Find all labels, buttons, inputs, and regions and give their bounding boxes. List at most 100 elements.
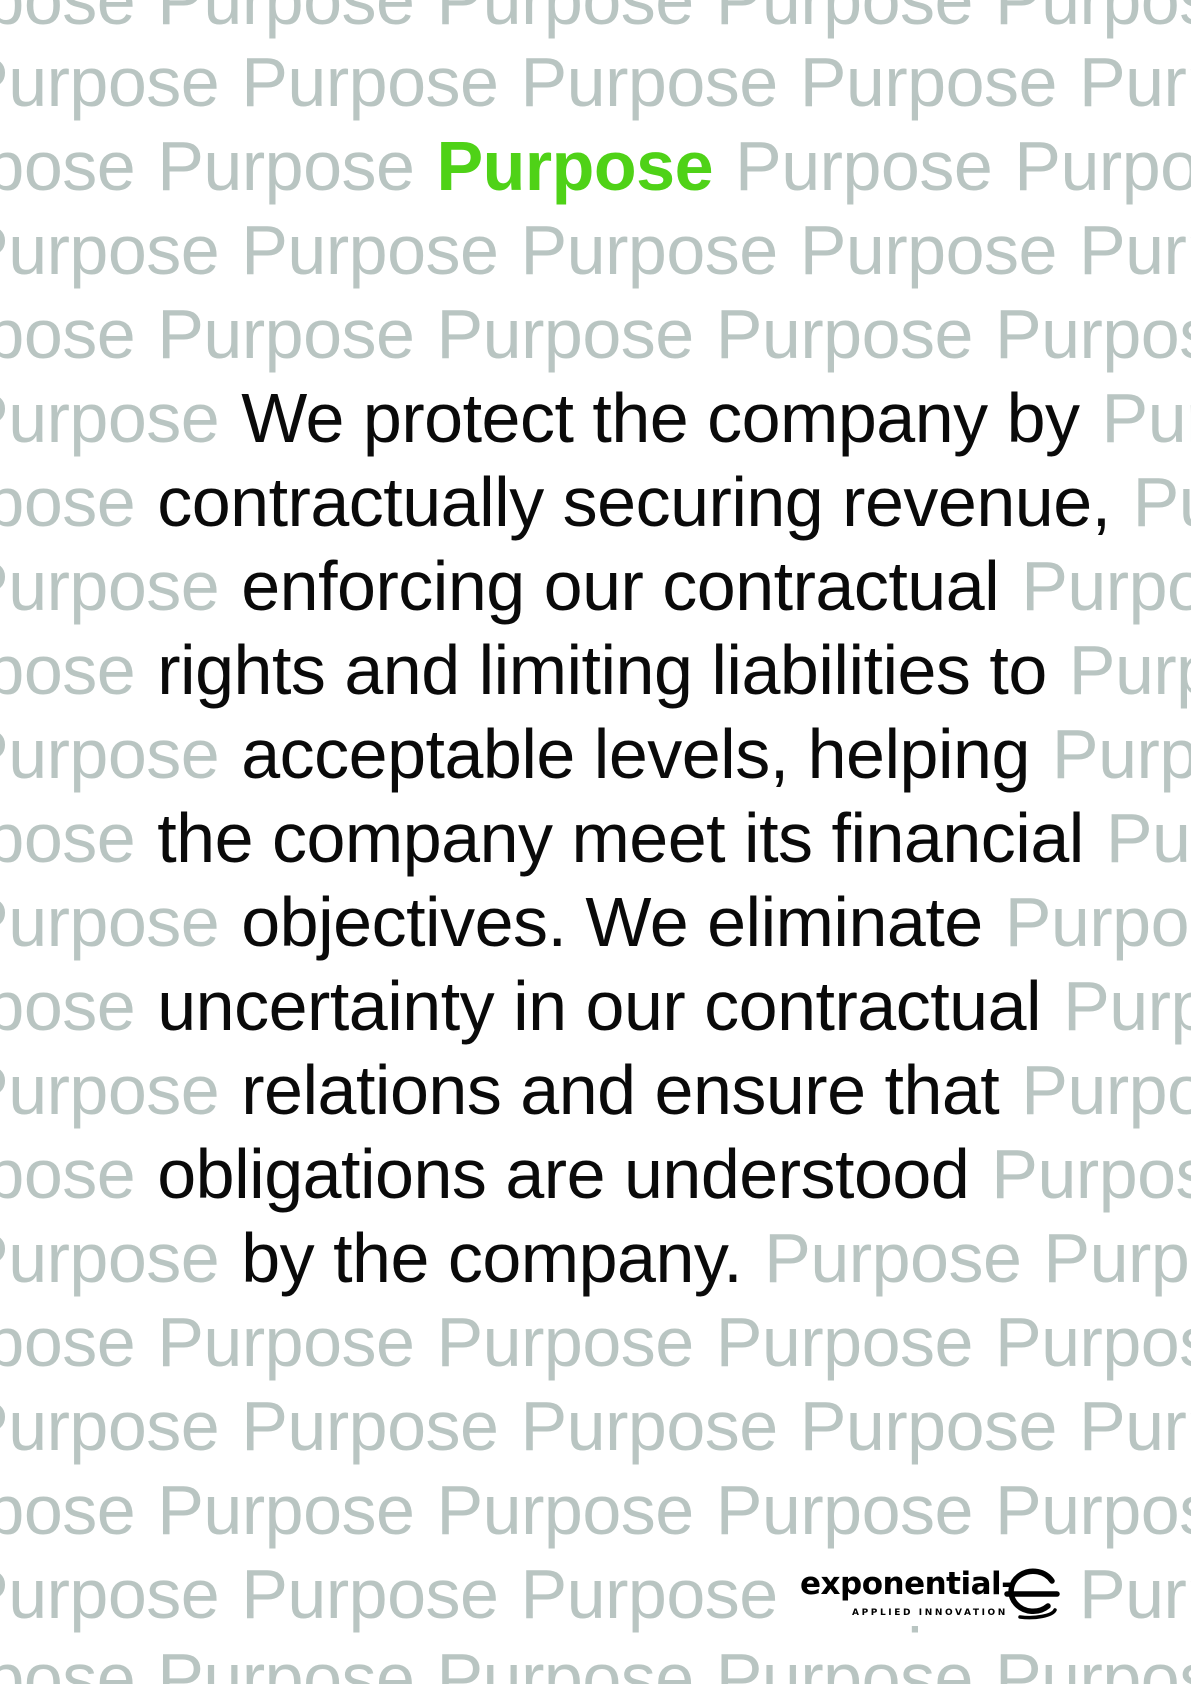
pattern-word: Purpose bbox=[1021, 1051, 1191, 1129]
pattern-word: Purpose bbox=[0, 1219, 220, 1297]
purpose-statement-line: objectives. We eliminate bbox=[241, 883, 983, 961]
pattern-word: Purpose bbox=[1078, 43, 1191, 121]
pattern-word: Purpose bbox=[0, 1387, 220, 1465]
pattern-word: Purpose bbox=[157, 1639, 415, 1684]
purpose-statement-line: rights and limiting liabilities to bbox=[157, 631, 1047, 709]
pattern-word: Purpose bbox=[0, 295, 136, 373]
pattern-word: Purpose bbox=[520, 1387, 778, 1465]
pattern-word: Purpose bbox=[157, 0, 415, 39]
pattern-word: Purpose bbox=[520, 211, 778, 289]
pattern-word: Purpose bbox=[0, 463, 136, 541]
pattern-word: Purpose bbox=[0, 127, 136, 205]
purpose-statement-line: the company meet its financial bbox=[157, 799, 1084, 877]
pattern-word: Purpose bbox=[994, 1303, 1191, 1381]
pattern-word: Purpose bbox=[1043, 1219, 1191, 1297]
pattern-word: Purpose bbox=[994, 1471, 1191, 1549]
pattern-row: Purpose acceptable levels, helping Purpose… bbox=[0, 712, 1191, 796]
pattern-word: Purpose bbox=[0, 0, 136, 39]
pattern-row: Purposerelations and ensure thatPurposeP… bbox=[0, 1048, 1191, 1132]
pattern-row: Purpose Purpose Purpose Purpose Purpose bbox=[0, 1636, 1191, 1684]
pattern-word: Purpose bbox=[0, 211, 220, 289]
pattern-row: Purpose Purpose Purpose Purpose Purpose bbox=[0, 292, 1191, 376]
purpose-heading: Purpose bbox=[436, 127, 714, 205]
pattern-word: Purpose bbox=[715, 0, 974, 39]
pattern-word: Purpose bbox=[520, 1555, 778, 1633]
pattern-word: Purpose bbox=[0, 967, 136, 1045]
pattern-row: Purpose contractually securing revenue, Pu… bbox=[0, 460, 1191, 544]
pattern-word: Purpose bbox=[1105, 799, 1191, 877]
pattern-row: Purposeobjectives. We eliminatePurposePu… bbox=[0, 880, 1191, 964]
pattern-word: Purpose bbox=[1132, 463, 1191, 541]
pattern-row: Purpose obligations are understood Purpose… bbox=[0, 1132, 1191, 1216]
pattern-word: Purpose bbox=[1051, 715, 1191, 793]
pattern-word: Purpose bbox=[1078, 211, 1191, 289]
pattern-word: Purpose bbox=[1004, 883, 1191, 961]
pattern-word: Purpose bbox=[436, 1303, 694, 1381]
pattern-word: Purpose bbox=[241, 1387, 499, 1465]
pattern-row: Purpose Purpose Purpose Purpose Purpose bbox=[0, 1468, 1191, 1552]
pattern-word: Purpose bbox=[436, 1471, 694, 1549]
pattern-word: Purpose bbox=[0, 379, 220, 457]
purpose-statement-line: contractually securing revenue, bbox=[157, 463, 1111, 541]
pattern-row: Purpose Purpose Purpose Purpose Purpose bbox=[0, 1300, 1191, 1384]
pattern-row: Purpose Purpose Purpose Purpose Purpose bbox=[0, 124, 1191, 208]
pattern-word: Purpose bbox=[994, 295, 1191, 373]
pattern-word: Purpose bbox=[436, 0, 694, 39]
pattern-word: Purpose bbox=[1014, 127, 1191, 205]
purpose-statement-line: We protect the company by bbox=[241, 379, 1080, 457]
pattern-word: Purpose bbox=[0, 1135, 136, 1213]
pattern-word: Purpose bbox=[0, 547, 220, 625]
pattern-word: Purpose bbox=[157, 1303, 415, 1381]
pattern-row: Purpose Purpose Purpose Purpose Purpose bbox=[0, 208, 1191, 292]
pattern-word: Purpose bbox=[799, 211, 1058, 289]
pattern-row: Purpose by the company. Purpose Purpose bbox=[0, 1216, 1191, 1300]
pattern-word: Purpose bbox=[715, 1471, 974, 1549]
pattern-word: Purpose bbox=[436, 1639, 694, 1684]
pattern-word: Purpose bbox=[0, 715, 220, 793]
pattern-word: Purpose bbox=[994, 1639, 1191, 1684]
purpose-statement-line: obligations are understood bbox=[157, 1135, 970, 1213]
pattern-word: Purpose bbox=[157, 295, 415, 373]
pattern-word: Purpose bbox=[157, 1471, 415, 1549]
pattern-word: Purpose bbox=[436, 295, 694, 373]
pattern-word: Purpose bbox=[1101, 379, 1191, 457]
pattern-word: Purpose bbox=[241, 43, 499, 121]
pattern-row: Purpose Purpose Purpose Purpose Purpose bbox=[0, 0, 1191, 42]
pattern-word: Purpose bbox=[0, 1471, 136, 1549]
pattern-row: PurposeWe protect the company byPurposeP… bbox=[0, 376, 1191, 460]
pattern-word: Purpose bbox=[735, 127, 993, 205]
pattern-word: Purpose bbox=[764, 1219, 1022, 1297]
pattern-word: Purpose bbox=[0, 1303, 136, 1381]
pattern-word: Purpose bbox=[715, 1639, 974, 1684]
pattern-word: Purpose bbox=[799, 43, 1058, 121]
pattern-word: Purpose bbox=[241, 211, 499, 289]
pattern-word: Purpose bbox=[1063, 967, 1191, 1045]
exponential-e-logo-icon bbox=[1004, 1568, 1060, 1620]
pattern-word: Purpose bbox=[0, 1639, 136, 1684]
pattern-word: Purpose bbox=[715, 295, 974, 373]
logo-tagline: APPLIED INNOVATION bbox=[852, 1608, 1008, 1618]
pattern-word: Purpose bbox=[991, 1135, 1191, 1213]
pattern-word: Purpose bbox=[1078, 1555, 1191, 1633]
pattern-row: Purpose Purpose Purpose Purpose Purpose bbox=[0, 1384, 1191, 1468]
pattern-word: Purpose bbox=[715, 1303, 974, 1381]
pattern-word: Purpose bbox=[0, 883, 220, 961]
pattern-word: Purpose bbox=[1078, 1387, 1191, 1465]
purpose-statement-line: enforcing our contractual bbox=[241, 547, 1000, 625]
pattern-word: Purpose bbox=[0, 43, 220, 121]
pattern-row: Purpose the company meet its financial Pur… bbox=[0, 796, 1191, 880]
pattern-word: Purpose bbox=[1021, 547, 1191, 625]
logo-wordmark: exponential- bbox=[800, 1566, 1014, 1602]
pattern-row: Purpose uncertainty in our contractual Pur… bbox=[0, 964, 1191, 1048]
exponential-e-logo: exponential- APPLIED INNOVATION bbox=[796, 1560, 1060, 1626]
pattern-word: Purpose bbox=[0, 799, 136, 877]
purpose-statement-line: uncertainty in our contractual bbox=[157, 967, 1042, 1045]
pattern-word: Purpose bbox=[994, 0, 1191, 39]
purpose-statement-line: by the company. bbox=[241, 1219, 743, 1297]
pattern-row: Purpose rights and limiting liabilities t… bbox=[0, 628, 1191, 712]
pattern-word: Purpose bbox=[241, 1555, 499, 1633]
pattern-word: Purpose bbox=[799, 1387, 1058, 1465]
pattern-row: Purpose Purpose Purpose Purpose Purpose bbox=[0, 40, 1191, 124]
